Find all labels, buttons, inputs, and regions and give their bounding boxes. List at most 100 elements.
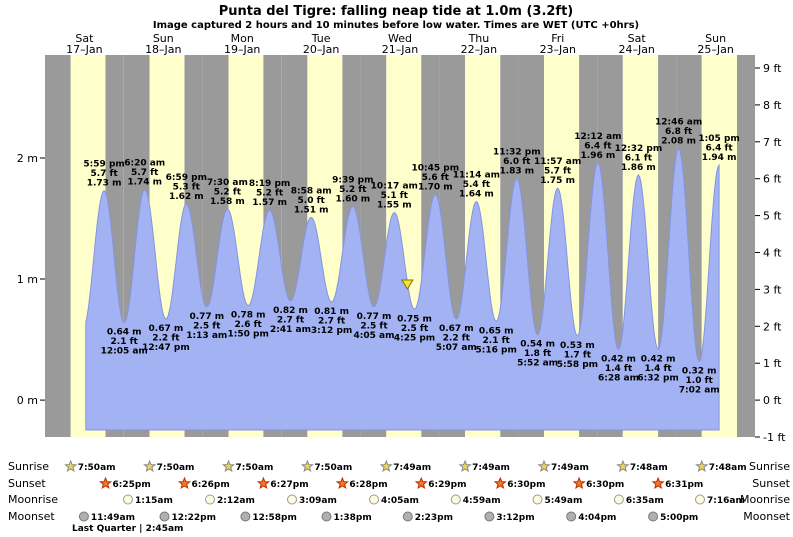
- high-tide-ft: 5.0 ft: [298, 196, 326, 206]
- high-tide-m: 1.58 m: [210, 197, 245, 207]
- day-date-label: 21–Jan: [382, 43, 418, 56]
- y-axis-label-left: 0 m: [17, 394, 38, 407]
- high-tide-ft: 6.0 ft: [503, 157, 531, 167]
- astro-rows: 7:50am 7:50am 7:50am 7:50am 7:49am 7:49am 7:49…: [64, 459, 747, 523]
- low-tide-time: 5:07 am: [436, 343, 477, 353]
- sunset-icon: [256, 476, 271, 489]
- low-tide-m: 0.42 m: [601, 354, 636, 364]
- low-tide-m: 0.75 m: [397, 314, 432, 324]
- moonset-time: 12:22pm: [172, 513, 216, 523]
- y-axis-label-right: 6 ft: [763, 173, 782, 186]
- low-tide-ft: 2.5 ft: [360, 321, 388, 331]
- sunrise-icon: [300, 459, 314, 472]
- sunrise-time: 7:48am: [630, 463, 668, 473]
- high-tide-time: 1:05 pm: [698, 134, 739, 144]
- high-tide-time: 12:46 am: [655, 117, 702, 127]
- moonrise-time: 5:49am: [545, 496, 583, 506]
- day-name-label: Sun: [153, 32, 174, 45]
- sunrise-icon: [537, 459, 551, 472]
- low-tide-m: 0.54 m: [520, 340, 555, 350]
- moonrise-time: 6:35am: [626, 496, 664, 506]
- low-tide-time: 5:52 am: [517, 359, 558, 369]
- moonrise-row-label-left: Moonrise: [8, 493, 58, 506]
- moonset-time: 4:04pm: [578, 513, 616, 523]
- high-tide-ft: 6.4 ft: [584, 141, 612, 151]
- moonset-icon: [78, 511, 89, 522]
- low-tide-m: 0.42 m: [641, 354, 676, 364]
- low-tide-m: 0.82 m: [273, 306, 308, 316]
- low-tide-ft: 2.7 ft: [277, 315, 305, 325]
- sunrise-time: 7:50am: [314, 463, 352, 473]
- day-date-label: 19–Jan: [224, 43, 260, 56]
- moonset-icon: [321, 511, 332, 522]
- low-tide-m: 0.67 m: [149, 324, 184, 334]
- high-tide-m: 1.94 m: [702, 153, 737, 163]
- low-tide-time: 12:47 pm: [142, 343, 190, 353]
- moonset-row-label-right: Moonset: [743, 510, 790, 523]
- high-tide-ft: 6.1 ft: [625, 153, 653, 163]
- low-tide-ft: 2.2 ft: [443, 334, 471, 344]
- y-axis-label-right: 0 ft: [763, 394, 782, 407]
- moonset-icon: [566, 511, 577, 522]
- low-tide-m: 0.67 m: [439, 324, 474, 334]
- high-tide-time: 9:39 pm: [332, 175, 373, 185]
- low-tide-m: 0.78 m: [231, 311, 266, 321]
- low-tide-time: 3:12 pm: [311, 326, 352, 336]
- moonset-time: 11:49am: [91, 513, 135, 523]
- low-tide-ft: 1.7 ft: [564, 350, 592, 360]
- y-axis-label-right: -1 ft: [763, 431, 786, 444]
- high-tide-time: 12:32 pm: [615, 144, 663, 154]
- high-tide-time: 12:12 am: [574, 132, 621, 142]
- moonset-time: 3:12pm: [496, 513, 534, 523]
- day-name-label: Sat: [75, 32, 94, 45]
- sunrise-icon: [143, 459, 157, 472]
- moonset-time: 1:38pm: [334, 513, 372, 523]
- high-tide-m: 1.51 m: [294, 205, 329, 215]
- low-tide-m: 0.32 m: [682, 366, 717, 376]
- day-name-label: Fri: [551, 32, 564, 45]
- day-date-label: 17–Jan: [66, 43, 102, 56]
- sunset-time: 6:30pm: [586, 480, 624, 490]
- moonset-icon: [159, 511, 170, 522]
- moonrise-icon: [287, 494, 297, 505]
- day-date-label: 24–Jan: [618, 43, 654, 56]
- high-tide-m: 1.75 m: [540, 176, 575, 186]
- high-tide-ft: 6.4 ft: [705, 144, 733, 154]
- moonrise-icon: [532, 494, 543, 505]
- low-tide-time: 6:32 pm: [637, 373, 678, 383]
- moonset-time: 5:00pm: [660, 513, 698, 523]
- moonset-icon: [648, 511, 659, 522]
- day-name-label: Thu: [468, 32, 490, 45]
- high-tide-m: 1.55 m: [377, 201, 412, 211]
- moon-phase-note: Last Quarter | 2:45am: [72, 524, 183, 534]
- moonrise-icon: [205, 494, 215, 505]
- high-tide-m: 1.64 m: [459, 190, 494, 200]
- high-tide-time: 5:59 pm: [83, 160, 124, 170]
- day-date-label: 18–Jan: [145, 43, 181, 56]
- sunrise-time: 7:50am: [236, 463, 274, 473]
- y-axis-label-right: 3 ft: [763, 283, 782, 296]
- high-tide-ft: 5.2 ft: [339, 185, 367, 195]
- sunset-icon: [98, 476, 113, 489]
- y-axis-label-right: 2 ft: [763, 320, 782, 333]
- low-tide-ft: 2.5 ft: [401, 324, 429, 334]
- high-tide-ft: 5.3 ft: [173, 183, 201, 193]
- sunset-time: 6:31pm: [665, 480, 703, 490]
- high-tide-time: 10:17 am: [371, 182, 418, 192]
- high-tide-time: 11:14 am: [453, 171, 500, 181]
- high-tide-time: 6:59 pm: [166, 173, 207, 183]
- low-tide-m: 0.53 m: [560, 341, 595, 351]
- moonset-icon: [484, 511, 495, 522]
- high-tide-m: 1.57 m: [252, 198, 287, 208]
- high-tide-m: 2.08 m: [661, 136, 696, 146]
- moonrise-time: 1:15am: [135, 496, 173, 506]
- sunrise-time: 7:48am: [709, 463, 747, 473]
- high-tide-time: 10:45 pm: [411, 163, 459, 173]
- night-band: [45, 55, 71, 437]
- tide-curve: [85, 147, 720, 431]
- sunrise-icon: [458, 459, 472, 472]
- sunset-row-label-left: Sunset: [8, 477, 46, 490]
